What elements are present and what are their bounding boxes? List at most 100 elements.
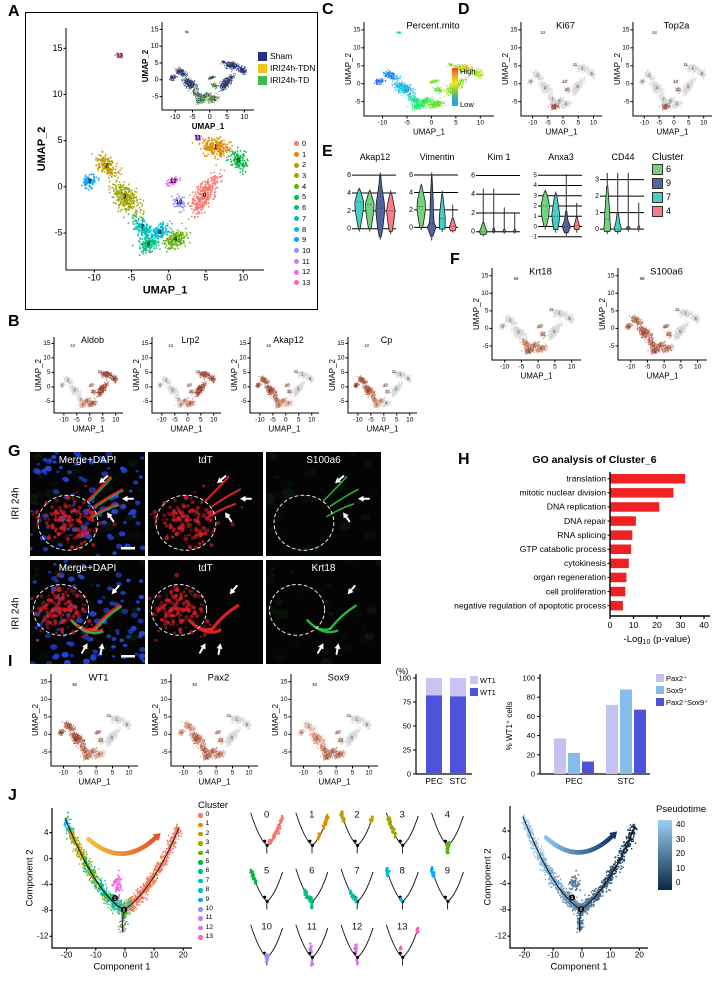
- chart-text: % WT1⁺ cells: [505, 702, 514, 751]
- chart-text: WT1⁻: [480, 676, 496, 685]
- J-left-canvas: [16, 798, 198, 978]
- featureplot-Sox9: [266, 662, 382, 792]
- chart-text: STC: [618, 776, 635, 786]
- percent-mito-plot: [336, 10, 504, 142]
- trajectory-cluster-plot: [16, 798, 198, 978]
- J-legend-item: 2: [198, 829, 228, 838]
- J-legend-item: 11: [198, 914, 228, 922]
- umap-inset-sample-plot: [136, 16, 256, 134]
- chart-text: 20: [527, 750, 535, 759]
- featureplot-WT1: [26, 662, 142, 792]
- legend-swatch: [198, 897, 203, 903]
- go-chart-text: 20: [652, 620, 662, 630]
- legend-label: 5: [205, 857, 210, 865]
- trajectory-facets: [244, 806, 470, 974]
- legend-swatch: [294, 173, 299, 179]
- legend-label: IRI24h-TDN: [270, 63, 316, 74]
- chart-text: 60: [527, 712, 535, 721]
- J-legend-item: 12: [198, 924, 228, 932]
- go-bar: [610, 544, 632, 554]
- A-clusters-item: 11: [294, 258, 310, 266]
- panel-label-C: C: [322, 1, 334, 18]
- J-legend-item: 0: [198, 811, 228, 819]
- A-clusters-item: 6: [294, 204, 310, 212]
- legend-label: 4: [666, 206, 672, 216]
- trajectory-pseudotime-plot: [474, 796, 654, 978]
- featureplot-S100a6: [592, 256, 712, 386]
- micrograph-s100a6-row1: [266, 452, 381, 556]
- go-bar: [610, 474, 686, 484]
- grouped-bar: [554, 738, 566, 774]
- I-1-canvas: [146, 662, 262, 792]
- pseudotime-tick: 40: [676, 820, 685, 829]
- mito-colorbar: [452, 68, 458, 106]
- legend-swatch: [198, 869, 203, 874]
- legend-label: 3: [302, 171, 307, 181]
- go-analysis-title: GO analysis of Cluster_6: [532, 454, 657, 466]
- G-1-1-canvas: [148, 560, 263, 664]
- legend-label: 4: [302, 181, 307, 191]
- G-1-2-canvas: [266, 560, 381, 664]
- pseudotime-tick: 20: [676, 849, 685, 858]
- panel-label-J: J: [8, 787, 17, 804]
- legend-swatch: [294, 141, 299, 147]
- legend-label: 10: [302, 245, 311, 255]
- legend-label: 6: [205, 867, 210, 875]
- legend-swatch: [198, 888, 203, 893]
- legend-swatch: [198, 822, 203, 828]
- legend-label: 9: [302, 235, 307, 245]
- legend-swatch: [652, 192, 663, 203]
- pseudotime-legend: Pseudotime 40 30 20 10 0: [656, 804, 706, 894]
- legend-swatch: [656, 686, 664, 694]
- chart-text: PEC: [565, 776, 582, 786]
- pseudotime-tick: 30: [676, 834, 685, 844]
- legend-swatch: [294, 269, 299, 275]
- B-1-canvas: [128, 326, 224, 438]
- legend-label: 1: [302, 149, 307, 159]
- B-2-canvas: [226, 326, 322, 438]
- legend-swatch: [294, 258, 299, 264]
- chart-text: STC: [450, 776, 467, 786]
- A-clusters-item: 12: [294, 268, 310, 276]
- chart-text: 40: [527, 731, 535, 740]
- chart-text: 0: [407, 770, 411, 779]
- legend-swatch: [294, 151, 299, 157]
- legend-label: 6: [302, 203, 307, 213]
- chart-text: 100: [522, 674, 535, 683]
- stacked-chart-svg: (%) 0 25 50 75 100 PEC STC WT1⁻ WT1⁺: [396, 667, 500, 786]
- mito-colorbar-label: Low: [460, 100, 474, 109]
- A-clusters-item: 0: [294, 140, 310, 148]
- iri-24h-label-row1: IRI 24h: [10, 487, 22, 520]
- pseudotime-tick: 10: [676, 863, 685, 873]
- legend-label: 2: [302, 160, 307, 170]
- E-1-canvas: [400, 152, 460, 252]
- panel-label-G: G: [8, 443, 21, 460]
- legend-swatch: [470, 676, 478, 684]
- E-4-canvas: [586, 152, 646, 252]
- violin-Anxa3: [524, 152, 584, 252]
- legend-swatch: [294, 216, 299, 222]
- legend-swatch: [198, 935, 203, 940]
- panel-label-I: I: [8, 653, 13, 670]
- go-chart-svg: translation mitotic nuclear division DNA r…: [454, 472, 710, 646]
- legend-label: 2: [205, 829, 210, 837]
- go-bar: [610, 530, 633, 540]
- go-chart-text: negative regulation of apoptotic process: [454, 600, 606, 610]
- legend-label: 10: [205, 904, 214, 912]
- featureplot-Aldob: [30, 326, 126, 438]
- legend-swatch: [198, 813, 203, 818]
- panel-label-B: B: [8, 313, 20, 330]
- A-inset-legend-item: IRI24h-TDN: [258, 64, 315, 73]
- go-chart-text: 30: [676, 620, 686, 630]
- legend-swatch: [258, 64, 267, 73]
- featureplot-Cp: [324, 326, 420, 438]
- chart-text: 75: [403, 698, 411, 707]
- I-0-canvas: [26, 662, 142, 792]
- stacked-bar-segment: [426, 678, 442, 696]
- go-bar: [610, 586, 626, 597]
- J-legend-item: 8: [198, 886, 228, 894]
- wt1-grouped-bar-chart: % WT1⁺ cells 0 20 40 60 80 100 PEC STC Pax2⁺ Sox9⁺…: [500, 662, 716, 794]
- violin-cluster-legend: Cluster 6 9 7 4: [652, 152, 684, 220]
- chart-text: (%): [396, 667, 409, 676]
